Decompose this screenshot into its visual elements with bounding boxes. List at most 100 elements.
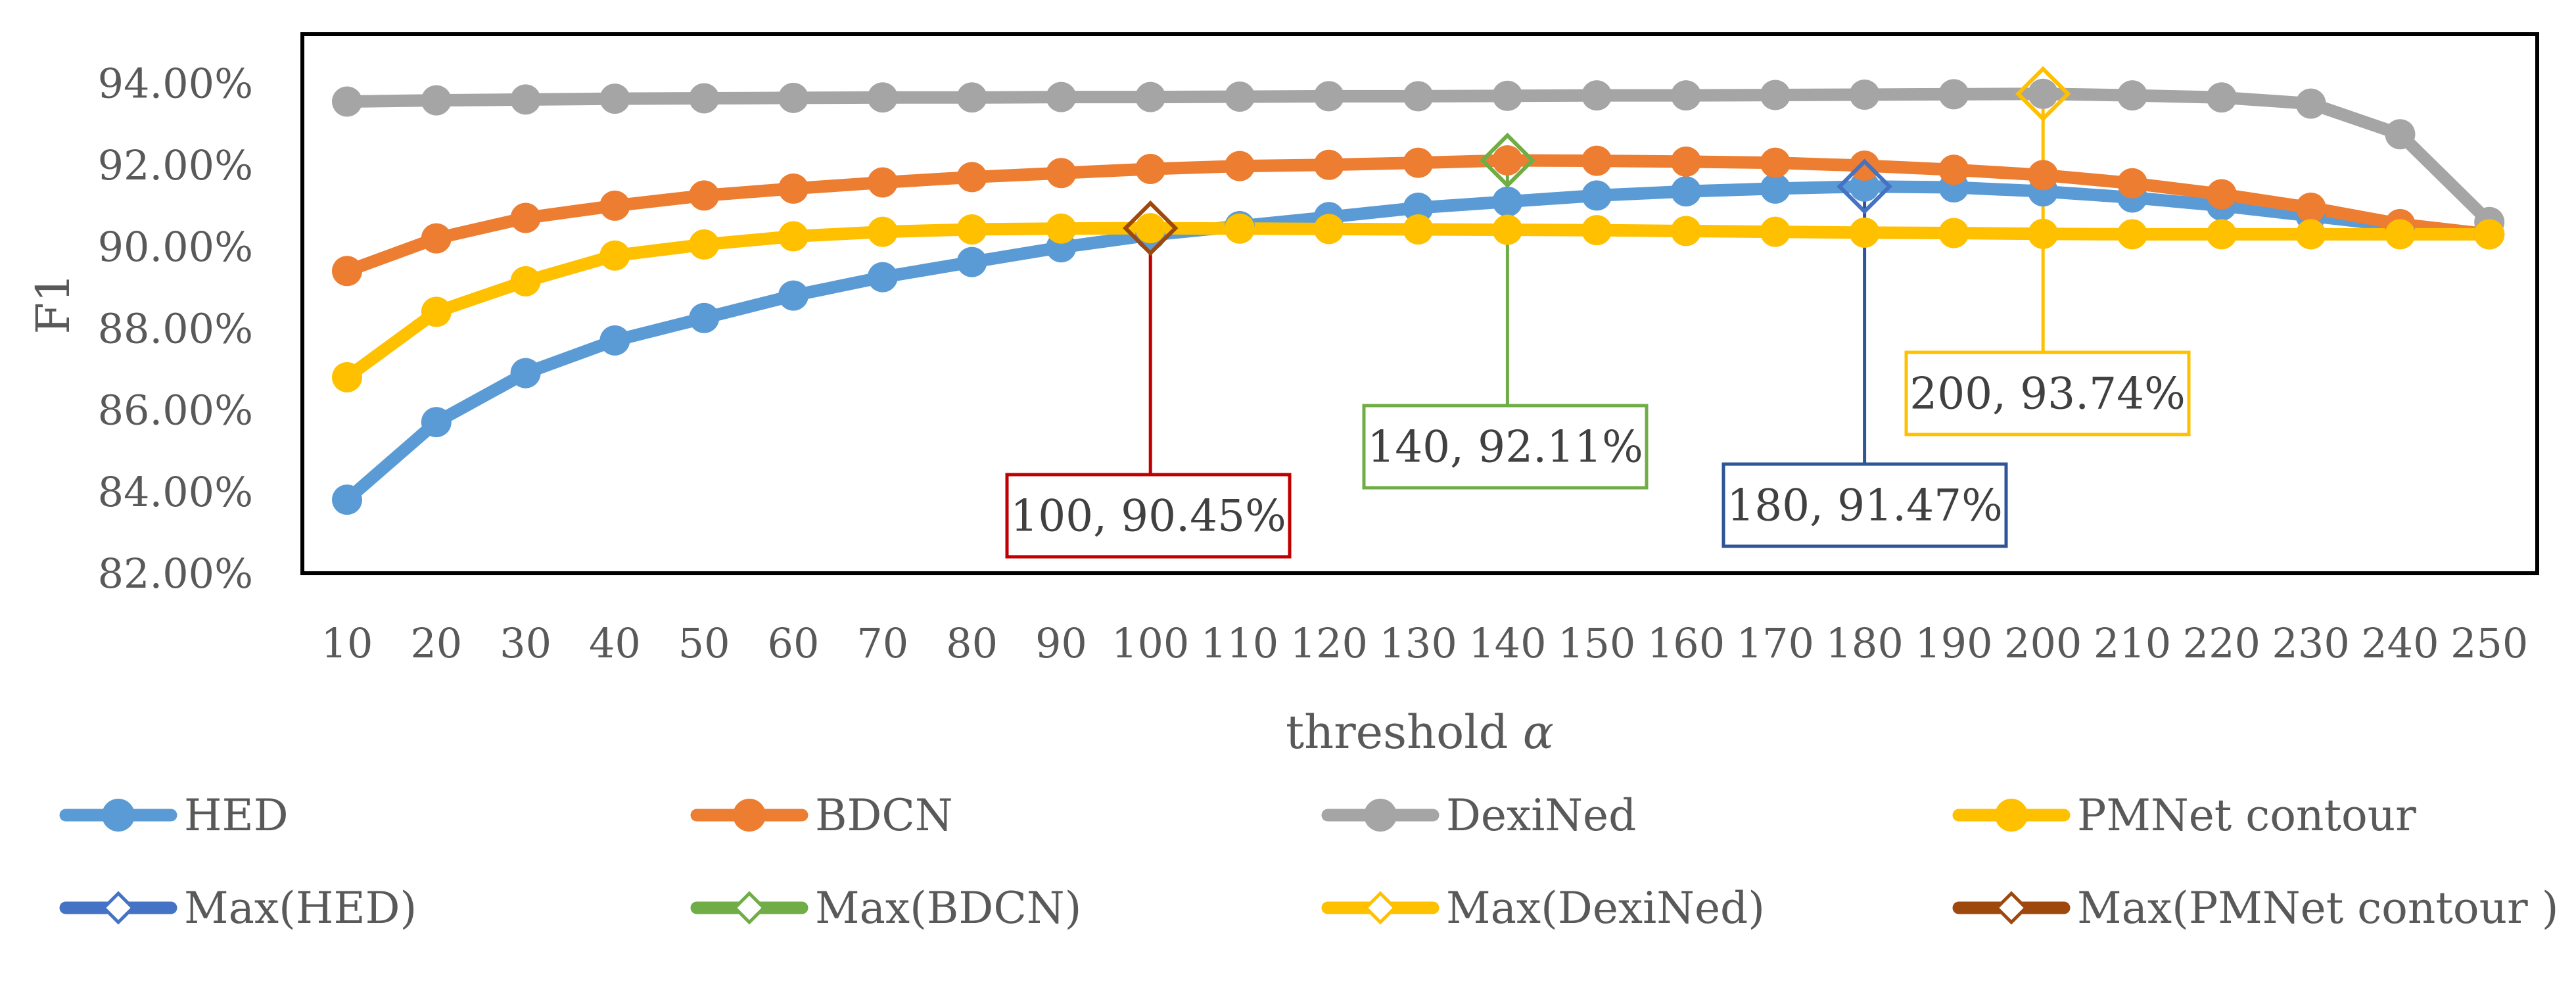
- data-point-hed: [689, 302, 720, 333]
- data-point-pmnet-contour: [332, 362, 362, 392]
- legend[interactable]: HED BDCN DexiNed PMNet contour Max(HED) Max(B…: [59, 790, 2558, 933]
- x-tick-label: 210: [2094, 619, 2171, 667]
- data-point-pmnet-contour: [867, 216, 898, 247]
- x-tick-label: 140: [1468, 619, 1546, 667]
- data-point-pmnet-contour: [1225, 213, 1255, 244]
- callout-label: 200, 93.74%: [1909, 369, 2186, 419]
- data-point-bdcn: [1671, 146, 1701, 177]
- data-point-dexined: [1135, 82, 1166, 112]
- max-marker-max-hed: [1837, 158, 1892, 214]
- y-tick-label: 84.00%: [98, 468, 253, 516]
- data-point-hed: [1849, 171, 1880, 202]
- data-point-pmnet-contour: [1671, 216, 1701, 247]
- legend-label: Max(DexiNed): [1446, 883, 1765, 933]
- data-point-bdcn: [867, 167, 898, 198]
- data-point-pmnet-contour: [1403, 214, 1434, 245]
- legend-entry[interactable]: HED: [59, 790, 289, 841]
- data-point-hed: [1760, 173, 1791, 204]
- data-point-pmnet-contour: [510, 266, 541, 296]
- x-tick-label: 80: [946, 619, 998, 667]
- x-tick-label: 70: [856, 619, 908, 667]
- data-point-bdcn: [2117, 168, 2147, 199]
- data-point-bdcn: [1313, 149, 1344, 180]
- x-axis-title-symbol: α: [1523, 705, 1554, 759]
- data-point-hed: [421, 407, 452, 438]
- data-point-bdcn: [956, 162, 987, 193]
- legend-swatch-dot: [1995, 799, 2028, 832]
- legend-entry[interactable]: Max(HED): [59, 883, 417, 933]
- data-point-bdcn: [1581, 145, 1612, 176]
- legend-entry[interactable]: PMNet contour: [1952, 790, 2416, 841]
- data-point-dexined: [1849, 79, 1880, 110]
- callout-box: [1904, 350, 2191, 436]
- data-point-dexined: [510, 84, 541, 115]
- data-point-dexined: [2206, 82, 2237, 113]
- data-point-pmnet-contour: [1135, 213, 1166, 244]
- data-point-pmnet-contour: [2206, 219, 2237, 250]
- callout-box: [1362, 404, 1649, 490]
- data-point-pmnet-contour: [956, 214, 987, 245]
- legend-label: Max(PMNet contour ): [2077, 883, 2558, 933]
- data-point-hed: [1403, 193, 1434, 224]
- data-point-hed: [1671, 176, 1701, 207]
- y-tick-label: 94.00%: [98, 60, 253, 108]
- data-point-hed: [778, 280, 808, 311]
- legend-entry[interactable]: DexiNed: [1321, 790, 1636, 841]
- y-tick-label: 90.00%: [98, 223, 253, 271]
- data-point-hed: [599, 325, 630, 356]
- y-tick-label: 82.00%: [98, 550, 253, 598]
- data-point-pmnet-contour: [1938, 218, 1969, 248]
- legend-label: Max(HED): [184, 883, 417, 933]
- data-point-bdcn: [510, 202, 541, 233]
- data-point-bdcn: [1760, 147, 1791, 178]
- data-point-dexined: [1225, 82, 1255, 112]
- data-point-dexined: [1671, 80, 1701, 111]
- data-point-pmnet-contour: [599, 240, 630, 271]
- data-point-bdcn: [2206, 179, 2237, 210]
- y-tick-label: 88.00%: [98, 304, 253, 352]
- legend-label: BDCN: [815, 790, 953, 841]
- data-point-dexined: [1760, 80, 1791, 110]
- data-point-dexined: [1581, 80, 1612, 111]
- callout-label: 100, 90.45%: [1010, 491, 1286, 542]
- legend-entry[interactable]: Max(PMNet contour ): [1952, 883, 2558, 933]
- data-point-hed: [1492, 186, 1523, 217]
- x-axis-ticks: 10 20 30 40 50 60 70 80 90 100 110 120 130 140 150 160 1…: [321, 619, 2529, 667]
- legend-swatch-dot: [102, 799, 135, 832]
- legend-label: PMNet contour: [2077, 790, 2416, 841]
- legend-entry[interactable]: Max(DexiNed): [1321, 883, 1765, 933]
- x-tick-label: 100: [1112, 619, 1189, 667]
- x-tick-label: 180: [1825, 619, 1903, 667]
- legend-swatch-dot: [733, 799, 766, 832]
- x-tick-label: 40: [589, 619, 641, 667]
- legend-swatch-diamond: [1363, 891, 1397, 925]
- data-point-pmnet-contour: [2474, 219, 2505, 250]
- data-point-dexined: [599, 83, 630, 114]
- max-marker-max-pmnet-contour: [1122, 200, 1179, 256]
- data-point-pmnet-contour: [1046, 213, 1077, 244]
- y-tick-label: 86.00%: [98, 387, 253, 435]
- plot-area-frame: [300, 32, 2539, 575]
- legend-entry[interactable]: BDCN: [690, 790, 953, 841]
- x-tick-label: 50: [678, 619, 730, 667]
- data-point-pmnet-contour: [689, 229, 720, 260]
- data-point-dexined: [1938, 79, 1969, 110]
- x-tick-label: 250: [2450, 619, 2528, 667]
- legend-swatch-diamond: [1994, 891, 2028, 925]
- legend-entry[interactable]: Max(BDCN): [690, 883, 1081, 933]
- data-point-pmnet-contour: [2295, 219, 2326, 250]
- data-point-dexined: [689, 83, 720, 114]
- data-point-hed: [332, 484, 362, 515]
- data-point-bdcn: [689, 180, 720, 211]
- data-point-dexined: [1046, 82, 1077, 112]
- x-tick-label: 190: [1915, 619, 1992, 667]
- data-point-hed: [956, 247, 987, 277]
- data-point-dexined: [2028, 78, 2059, 109]
- data-point-bdcn: [1492, 145, 1523, 176]
- x-tick-label: 130: [1379, 619, 1457, 667]
- data-point-bdcn: [1849, 151, 1880, 181]
- data-point-bdcn: [1046, 158, 1077, 189]
- series-points: [332, 78, 2505, 515]
- x-tick-label: 160: [1647, 619, 1725, 667]
